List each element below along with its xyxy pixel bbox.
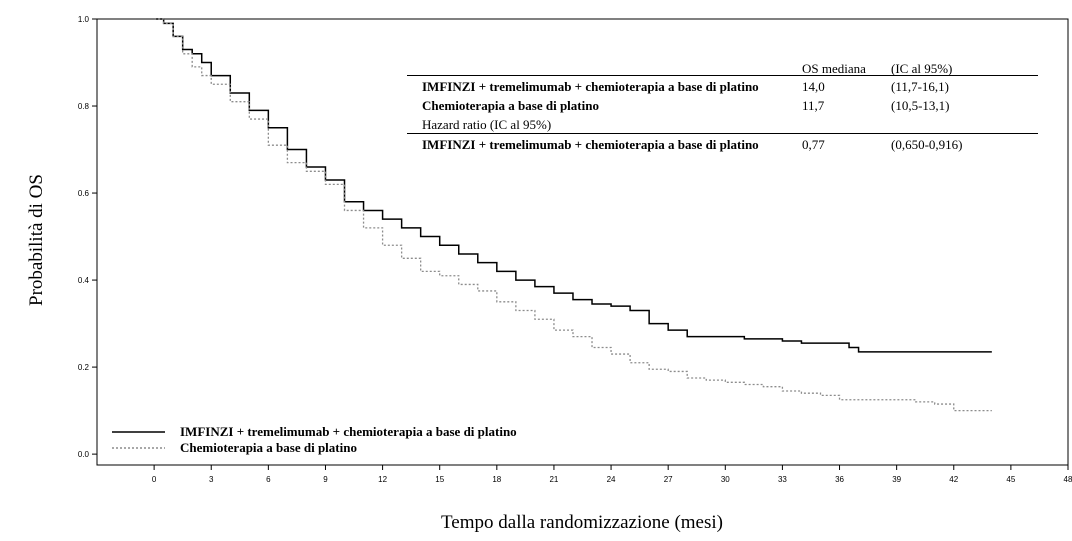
x-tick-label: 39 xyxy=(892,475,901,484)
x-tick-label: 3 xyxy=(209,475,214,484)
plot-frame xyxy=(96,18,1069,466)
x-tick-label: 27 xyxy=(664,475,673,484)
x-tick-label: 45 xyxy=(1006,475,1015,484)
y-tick-label: 1.0 xyxy=(78,15,90,24)
cell: 11,7 xyxy=(802,98,825,113)
x-tick-label: 0 xyxy=(152,475,157,484)
table-header: OS mediana xyxy=(802,61,866,76)
x-tick-label: 33 xyxy=(778,475,787,484)
summary-table: OS mediana (IC al 95%) IMFINZI + tremelim… xyxy=(407,62,1038,151)
x-axis-label: Tempo dalla randomizzazione (mesi) xyxy=(441,512,723,533)
legend-label: Chemioterapia a base di platino xyxy=(180,440,357,455)
x-tick-label: 15 xyxy=(435,475,444,484)
y-tick-label: 0.8 xyxy=(78,102,90,111)
x-tick-label: 42 xyxy=(949,475,958,484)
y-tick-label: 0.2 xyxy=(78,363,90,372)
cell: 0,77 xyxy=(802,137,825,152)
y-axis-label: Probabilità di OS xyxy=(26,174,47,306)
x-tick-label: 6 xyxy=(266,475,271,484)
y-tick-label: 0.6 xyxy=(78,189,90,198)
x-tick-label: 9 xyxy=(323,475,328,484)
cell: 14,0 xyxy=(802,79,825,94)
x-tick-label: 12 xyxy=(378,475,387,484)
row-label: IMFINZI + tremelimumab + chemioterapia a… xyxy=(422,137,759,152)
cell: (11,7-16,1) xyxy=(891,79,950,94)
x-tick-label: 21 xyxy=(549,475,558,484)
survival-curve xyxy=(154,18,992,412)
row-label: Chemioterapia a base di platino xyxy=(422,98,599,113)
y-tick-label: 0.4 xyxy=(78,276,90,285)
row-label: IMFINZI + tremelimumab + chemioterapia a… xyxy=(422,79,759,94)
x-tick-label: 18 xyxy=(492,475,501,484)
x-tick-label: 30 xyxy=(721,475,730,484)
x-tick-label: 36 xyxy=(835,475,844,484)
x-tick-label: 24 xyxy=(607,475,616,484)
y-tick-label: 0.0 xyxy=(78,450,90,459)
cell: (10,5-13,1) xyxy=(891,98,950,113)
legend-label: IMFINZI + tremelimumab + chemioterapia a… xyxy=(180,424,517,439)
x-tick-label: 48 xyxy=(1064,475,1072,484)
survival-curve xyxy=(154,18,992,353)
table-header: (IC al 95%) xyxy=(891,61,953,76)
cell: (0,650-0,916) xyxy=(891,137,963,152)
hr-label: Hazard ratio (IC al 95%) xyxy=(422,117,552,132)
